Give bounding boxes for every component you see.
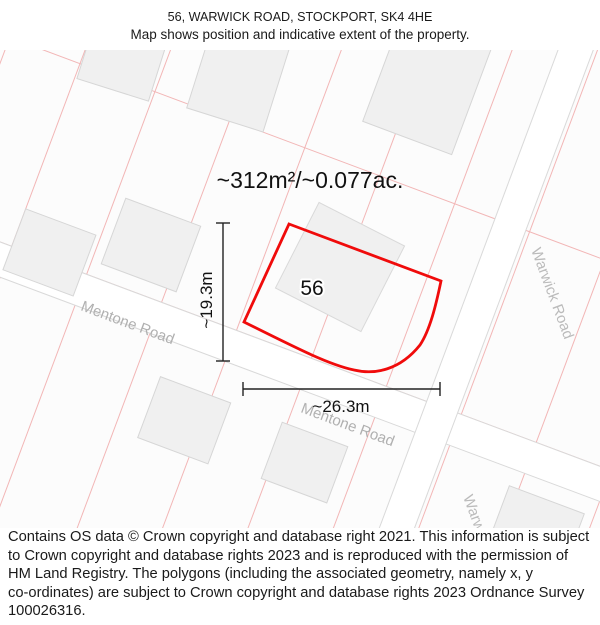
- svg-text:~26.3m: ~26.3m: [312, 397, 369, 416]
- svg-text:56: 56: [300, 277, 323, 300]
- svg-text:~19.3m: ~19.3m: [197, 271, 216, 328]
- svg-text:~312m²/~0.077ac.: ~312m²/~0.077ac.: [217, 167, 404, 193]
